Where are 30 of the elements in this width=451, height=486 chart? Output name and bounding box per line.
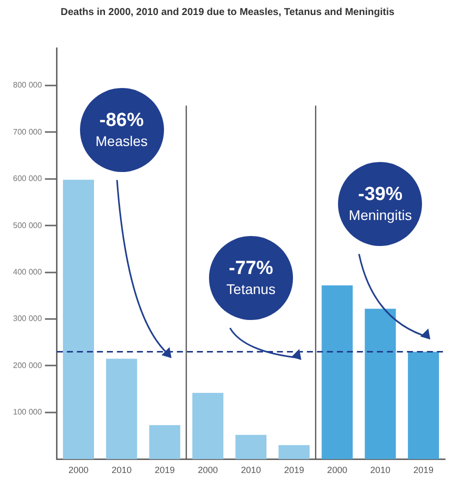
bar (235, 434, 266, 460)
bar (62, 180, 94, 460)
y-tick-label: 100 000 (12, 408, 42, 417)
annotation: -39% Meningitis (348, 184, 412, 224)
y-tick-label: 300 000 (12, 314, 42, 324)
bar (278, 445, 310, 460)
y-tick-label: 400 000 (12, 267, 42, 276)
x-tick-label: 2000 (68, 465, 88, 476)
x-tick-label: 2019 (154, 465, 175, 476)
x-tick-label: 2019 (413, 465, 434, 476)
y-tick-label: 700 000 (12, 127, 42, 136)
y-tick-label: 500 000 (12, 220, 42, 230)
annotation: -86% Measles (96, 110, 148, 150)
y-tick-label: 800 000 (12, 80, 42, 90)
bar (322, 285, 353, 460)
x-tick-label: 2010 (240, 465, 261, 476)
x-tick-label: 2010 (112, 465, 132, 476)
y-tick-label: 600 000 (12, 174, 42, 184)
x-tick-label: 2000 (198, 465, 218, 476)
x-tick-label: 2019 (284, 465, 304, 476)
bar (106, 358, 138, 460)
chart-title: Deaths in 2000, 2010 and 2019 due to Measles, Tetanus and Meningitis (60, 6, 395, 18)
x-tick-label: 2010 (370, 465, 390, 476)
x-tick-label: 2000 (327, 465, 348, 476)
bar (192, 392, 224, 460)
bar (364, 308, 396, 460)
bar (149, 425, 180, 460)
annotation: -77% Tetanus (226, 258, 276, 298)
y-tick-label: 200 000 (12, 360, 42, 370)
bar (408, 352, 439, 460)
